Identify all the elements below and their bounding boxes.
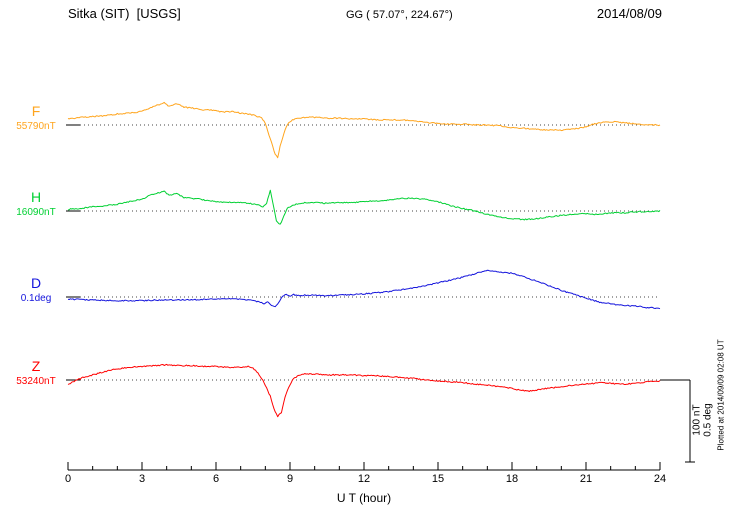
x-tick-label: 24 [653,473,667,485]
channel-baseline-value: 53240nT [16,375,56,387]
channel-label-f: F 55790nT [6,103,66,133]
plotted-at-note: Plotted at 2014/09/09 02:08 UT [716,339,726,451]
channel-baseline-value: 55790nT [16,120,56,132]
channel-name: Z [31,358,41,374]
trace-D [67,269,661,310]
plot-date: 2014/08/09 [596,6,662,21]
x-tick-label: 9 [286,473,294,485]
x-axis-label: U T (hour) [336,491,392,505]
trace-Z [67,363,661,418]
x-tick-label: 18 [505,473,519,485]
channel-name: H [30,189,42,205]
geographic-coordinates: GG ( 57.07°, 224.67°) [346,9,453,21]
scale-bar-label-deg: 0.5 deg [702,403,714,437]
x-tick-label: 3 [138,473,146,485]
station-title: Sitka (SIT) [USGS] [68,6,181,21]
x-tick-label: 12 [357,473,371,485]
x-tick-label: 15 [431,473,445,485]
trace-F [67,101,661,159]
channel-label-h: H 16090nT [6,189,66,219]
channel-label-d: D 0.1deg [6,275,66,305]
channel-baseline-value: 16090nT [16,206,56,218]
x-tick-label: 0 [64,473,72,485]
channel-name: F [31,103,41,119]
x-tick-label: 21 [579,473,593,485]
x-tick-label: 6 [212,473,220,485]
channel-label-z: Z 53240nT [6,358,66,388]
channel-name: D [30,275,42,291]
trace-H [67,189,661,225]
x-tick-labels: 0 3 6 9 12 15 18 21 24 [0,473,730,487]
scale-bar-label-nt: 100 nT [691,404,703,436]
channel-baseline-value: 0.1deg [20,292,52,304]
